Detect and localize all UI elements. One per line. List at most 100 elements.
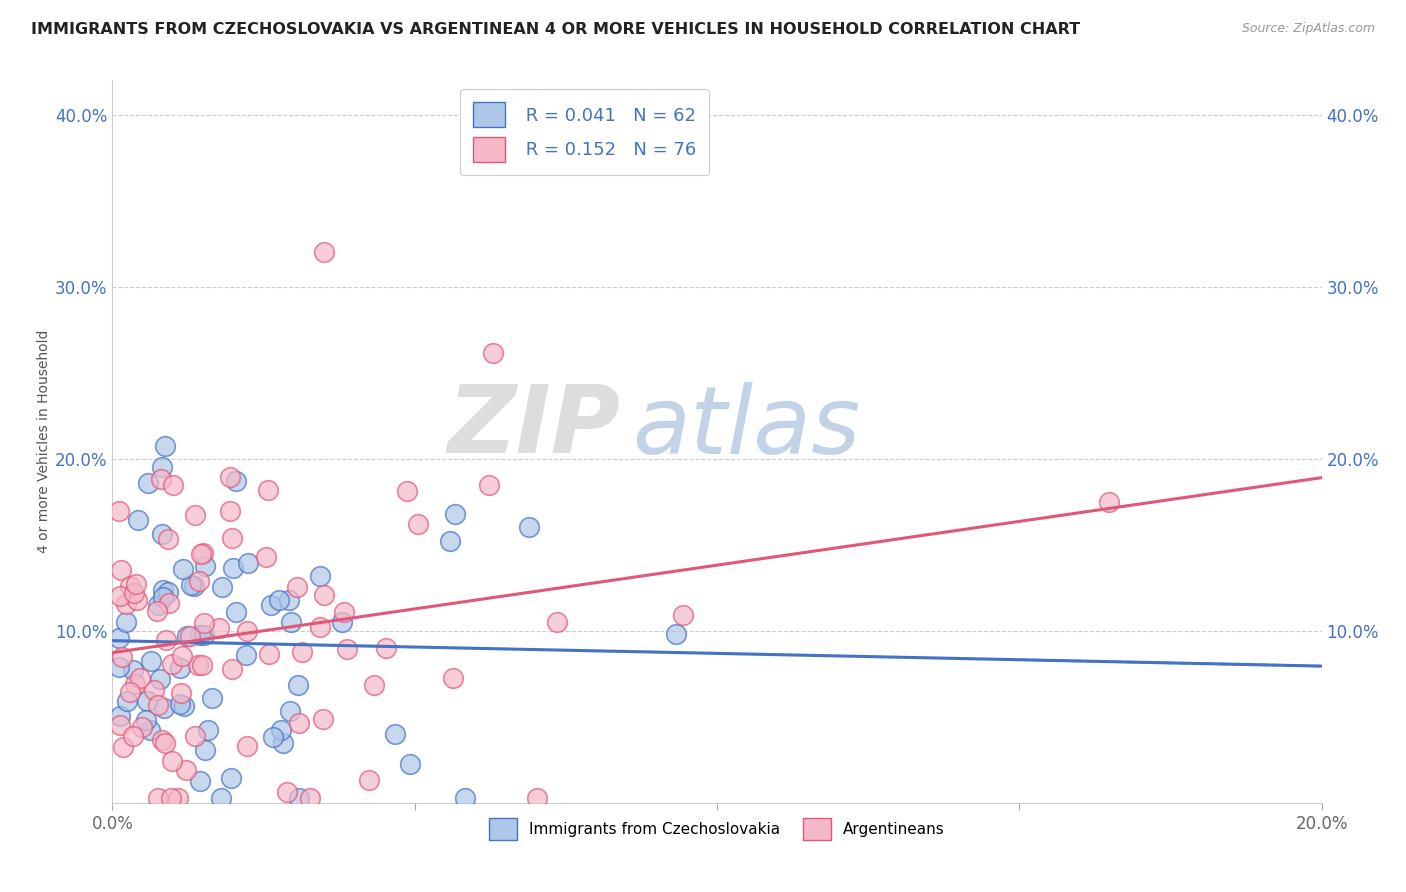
Point bbox=[120, 685, 142, 699]
Point bbox=[152, 582, 174, 597]
Point bbox=[149, 472, 172, 486]
Point bbox=[439, 534, 461, 549]
Point bbox=[375, 640, 398, 655]
Point bbox=[162, 754, 184, 768]
Point bbox=[363, 678, 385, 692]
Point bbox=[190, 657, 212, 672]
Point bbox=[221, 662, 243, 676]
Point bbox=[330, 615, 353, 629]
Point bbox=[153, 736, 176, 750]
Point bbox=[124, 677, 146, 691]
Point bbox=[193, 628, 215, 642]
Point bbox=[118, 579, 141, 593]
Point bbox=[169, 661, 191, 675]
Point bbox=[153, 440, 176, 454]
Point bbox=[665, 627, 688, 641]
Point bbox=[146, 604, 169, 618]
Point bbox=[127, 593, 149, 607]
Point bbox=[159, 790, 181, 805]
Point bbox=[139, 654, 162, 668]
Point bbox=[236, 556, 259, 570]
Point bbox=[107, 631, 129, 645]
Point bbox=[357, 773, 380, 788]
Legend: Immigrants from Czechoslovakia, Argentineans: Immigrants from Czechoslovakia, Argentin… bbox=[484, 812, 950, 846]
Point bbox=[107, 660, 129, 674]
Point bbox=[167, 790, 190, 805]
Point bbox=[136, 476, 159, 491]
Point bbox=[197, 723, 219, 737]
Point bbox=[170, 686, 193, 700]
Point bbox=[270, 723, 292, 738]
Point bbox=[314, 245, 336, 260]
Point bbox=[179, 629, 201, 643]
Point bbox=[115, 597, 138, 611]
Point bbox=[225, 474, 247, 488]
Point bbox=[219, 504, 242, 518]
Point bbox=[131, 720, 153, 734]
Point bbox=[269, 593, 291, 607]
Text: ZIP: ZIP bbox=[447, 381, 620, 473]
Point bbox=[122, 729, 145, 743]
Point bbox=[187, 658, 209, 673]
Point bbox=[121, 663, 143, 677]
Point bbox=[190, 547, 212, 561]
Point bbox=[201, 690, 224, 705]
Point bbox=[157, 596, 180, 610]
Text: Source: ZipAtlas.com: Source: ZipAtlas.com bbox=[1241, 22, 1375, 36]
Point bbox=[110, 709, 132, 723]
Point bbox=[260, 599, 283, 613]
Point bbox=[221, 771, 243, 785]
Point bbox=[136, 694, 159, 708]
Point bbox=[288, 715, 311, 730]
Point bbox=[110, 564, 132, 578]
Point bbox=[156, 585, 179, 599]
Point bbox=[481, 346, 503, 360]
Point bbox=[180, 578, 202, 592]
Point bbox=[221, 531, 243, 545]
Point bbox=[129, 672, 152, 686]
Point bbox=[193, 546, 215, 560]
Point bbox=[143, 682, 166, 697]
Point bbox=[235, 624, 257, 639]
Point bbox=[309, 620, 332, 634]
Point bbox=[108, 718, 131, 732]
Point bbox=[312, 712, 335, 726]
Point bbox=[314, 588, 336, 602]
Point bbox=[162, 477, 184, 491]
Point bbox=[478, 477, 501, 491]
Point bbox=[188, 628, 211, 642]
Point bbox=[287, 678, 309, 692]
Point bbox=[209, 790, 232, 805]
Point bbox=[183, 578, 205, 592]
Point bbox=[222, 561, 245, 575]
Point bbox=[107, 504, 129, 518]
Point bbox=[271, 736, 294, 750]
Point bbox=[454, 790, 477, 805]
Point bbox=[287, 790, 309, 805]
Point bbox=[526, 790, 548, 805]
Point bbox=[184, 508, 207, 523]
Point bbox=[150, 527, 173, 541]
Text: atlas: atlas bbox=[633, 382, 860, 473]
Point bbox=[672, 608, 695, 623]
Point bbox=[172, 562, 194, 576]
Point bbox=[184, 729, 207, 743]
Point bbox=[395, 483, 418, 498]
Point bbox=[444, 507, 467, 521]
Point bbox=[332, 605, 354, 619]
Text: IMMIGRANTS FROM CZECHOSLOVAKIA VS ARGENTINEAN 4 OR MORE VEHICLES IN HOUSEHOLD CO: IMMIGRANTS FROM CZECHOSLOVAKIA VS ARGENT… bbox=[31, 22, 1080, 37]
Point bbox=[188, 774, 211, 789]
Point bbox=[236, 739, 259, 753]
Point bbox=[157, 532, 180, 546]
Point bbox=[256, 483, 278, 497]
Point bbox=[285, 580, 308, 594]
Point bbox=[139, 723, 162, 738]
Point bbox=[276, 785, 298, 799]
Point bbox=[193, 616, 215, 631]
Point bbox=[219, 470, 242, 484]
Point bbox=[299, 790, 322, 805]
Point bbox=[152, 591, 174, 605]
Point bbox=[135, 713, 157, 727]
Point bbox=[278, 593, 301, 607]
Point bbox=[155, 633, 177, 648]
